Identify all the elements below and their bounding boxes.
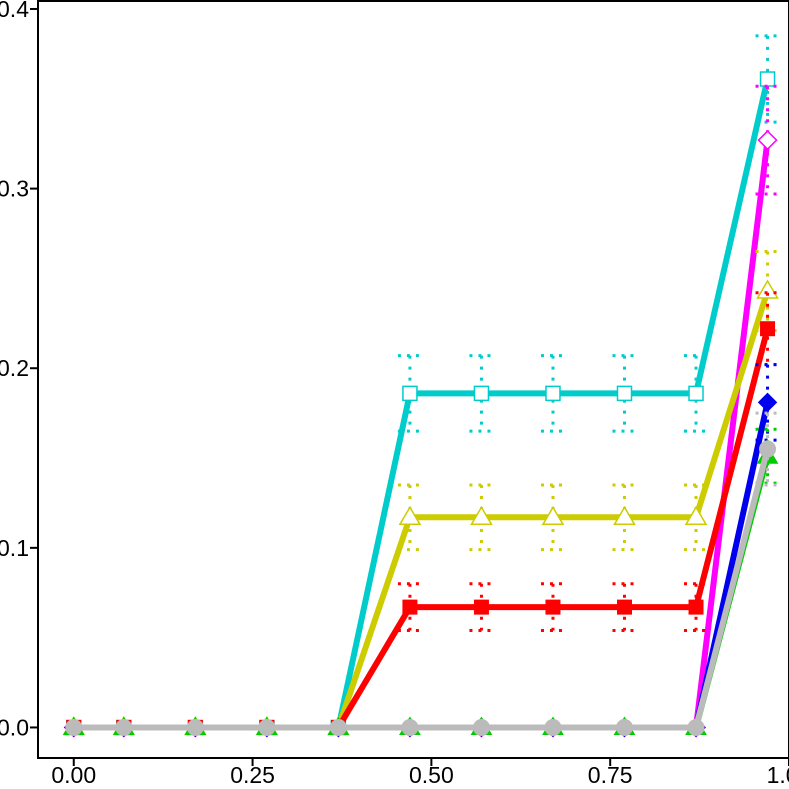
data-point [613, 505, 636, 526]
data-point [545, 599, 561, 615]
data-point [401, 718, 419, 736]
x-tick-label: 0.50 [409, 762, 454, 788]
data-point [545, 385, 561, 402]
data-point [759, 440, 777, 458]
data-point [688, 599, 704, 615]
data-point [329, 718, 347, 736]
series-7 [65, 411, 780, 736]
data-point [473, 385, 490, 402]
data-point [684, 505, 708, 526]
data-point [757, 130, 778, 151]
y-tick-label: 0.1 [0, 535, 29, 561]
data-point [65, 718, 83, 736]
data-point [616, 599, 632, 615]
x-tick-label: 0.00 [51, 762, 96, 788]
data-point [472, 718, 490, 736]
data-point [186, 718, 204, 736]
x-tick-label: 0.75 [588, 762, 633, 788]
data-point [402, 599, 418, 615]
x-tick-label: 1.00 [767, 762, 789, 788]
x-tick-label: 0.25 [230, 762, 275, 788]
y-tick-label: 0.2 [0, 355, 29, 381]
data-point [473, 599, 489, 615]
plot-frame [37, 0, 789, 759]
data-point [759, 71, 776, 87]
data-point [615, 718, 633, 736]
data-point [688, 385, 704, 402]
data-point [115, 718, 133, 736]
y-tick-label: 0.3 [0, 176, 29, 202]
series-layer [62, 34, 780, 738]
data-point [541, 505, 565, 526]
data-point [398, 505, 422, 526]
data-point [760, 321, 776, 337]
data-point [470, 505, 493, 526]
y-tick-label: 0.4 [0, 0, 29, 22]
data-point [544, 718, 562, 736]
data-point [687, 718, 705, 736]
data-point [756, 279, 779, 299]
y-tick-label: 0.0 [0, 714, 29, 740]
data-point [402, 385, 418, 402]
data-point [616, 385, 633, 402]
data-point [258, 718, 276, 736]
data-point [757, 392, 778, 413]
